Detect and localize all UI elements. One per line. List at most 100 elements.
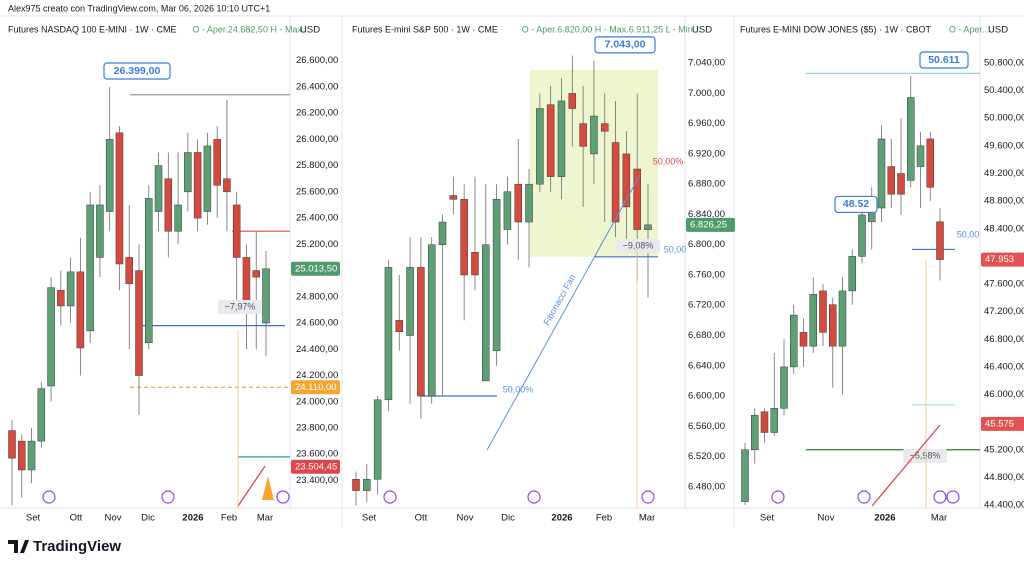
candle-body — [373, 399, 382, 480]
y-tick-label: 23.600,00 — [296, 449, 338, 460]
candle-body — [213, 139, 221, 186]
currency: USD — [988, 25, 1008, 36]
candle-body — [460, 199, 468, 276]
x-tick-label: Ott — [415, 513, 428, 524]
x-tick-label: Feb — [596, 513, 612, 524]
candle-body — [503, 191, 512, 230]
candle-body — [66, 271, 75, 307]
x-tick-label: 2026 — [182, 513, 203, 524]
logo — [8, 540, 29, 553]
annotation: −9,08% — [623, 240, 654, 250]
x-tick-label: Mar — [639, 513, 655, 524]
candle-body — [770, 408, 778, 433]
candle-body — [86, 204, 94, 332]
candle-body — [18, 440, 26, 471]
x-tick-label: Nov — [457, 513, 474, 524]
price-tag — [291, 459, 340, 474]
y-tick-label: 24.600,00 — [296, 318, 338, 329]
candle-body — [47, 287, 55, 387]
price-callout-label: 26.399,00 — [114, 65, 161, 77]
annotation: 50,00% — [503, 384, 534, 394]
candle-body — [262, 268, 270, 324]
annotation: −5,98% — [910, 450, 941, 460]
currency: USD — [692, 25, 712, 36]
candle-body — [514, 183, 522, 223]
x-tick-label: Feb — [221, 513, 237, 524]
candle-body — [907, 97, 915, 181]
candle-body — [37, 388, 46, 442]
x-tick-label: Nov — [105, 513, 122, 524]
y-tick-label: 6.680,00 — [688, 330, 725, 341]
annotation: 50,00 — [664, 244, 687, 254]
price-tag-label: 23.504,45 — [295, 461, 337, 472]
y-tick-label: 50.400,00 — [984, 85, 1024, 96]
currency: USD — [300, 25, 320, 36]
y-tick-label: 50.800,00 — [984, 57, 1024, 68]
annotation: 50,00% — [653, 156, 684, 166]
y-tick-label: 50.000,00 — [984, 113, 1024, 124]
pane-title: Futures NASDAQ 100 E-MINI · 1W · CME — [8, 24, 177, 34]
price-tag — [981, 416, 1024, 431]
candle-body — [557, 100, 566, 177]
plot-area — [741, 72, 980, 506]
y-tick-label: 24.200,00 — [296, 370, 338, 381]
y-tick-label: 46.400,00 — [984, 361, 1024, 372]
candle-body — [799, 332, 808, 347]
annotation-box — [903, 449, 947, 463]
candle-body — [363, 478, 371, 491]
y-tick-label: 6.520,00 — [688, 451, 725, 462]
y-tick-label: 26.600,00 — [296, 55, 338, 66]
candle-body — [848, 256, 856, 292]
price-callout-label: 7.043,00 — [605, 39, 646, 51]
price-tag-label: 24.110,00 — [295, 382, 337, 393]
y-tick-label: 25.800,00 — [296, 160, 338, 171]
candle-body — [96, 204, 104, 258]
y-tick-label: 25.600,00 — [296, 186, 338, 197]
candle-body — [622, 153, 631, 208]
candle-body — [600, 123, 609, 132]
candle-body — [164, 178, 173, 232]
event-icons — [42, 490, 960, 504]
candle-body — [57, 289, 65, 307]
y-tick-label: 6.960,00 — [688, 118, 725, 129]
candle-body — [174, 204, 182, 232]
candle-body — [897, 173, 905, 195]
y-tick-label: 49.600,00 — [984, 140, 1024, 151]
candle-body — [887, 166, 895, 195]
candle-body — [751, 414, 759, 451]
candle-body — [916, 145, 925, 167]
candle-body — [352, 478, 360, 491]
candle-body — [449, 195, 458, 200]
annotation-box — [218, 300, 262, 314]
price-tag-label: 6.826,25 — [690, 219, 727, 230]
candle-body — [568, 93, 577, 109]
candle-body — [125, 257, 133, 284]
candle-body — [438, 221, 447, 245]
candle-body — [590, 115, 598, 155]
x-tick-label: 2026 — [551, 513, 572, 524]
candle-body — [471, 252, 479, 276]
y-tick-label: 26.200,00 — [296, 108, 338, 119]
candle-body — [482, 244, 490, 382]
price-callout — [834, 195, 878, 214]
y-tick-label: 26.400,00 — [296, 81, 338, 92]
y-tick-label: 24.000,00 — [296, 396, 338, 407]
y-tick-label: 7.000,00 — [688, 88, 725, 99]
candle-body — [829, 304, 837, 347]
candle-body — [546, 104, 555, 177]
candle-body — [858, 214, 866, 257]
x-tick-label: Set — [362, 513, 377, 524]
candle-body — [193, 152, 202, 219]
price-callout — [103, 62, 171, 80]
y-tick-label: 6.560,00 — [688, 421, 725, 432]
annotation-box — [616, 239, 660, 253]
y-tick-label: 6.600,00 — [688, 391, 725, 402]
candle-body — [154, 165, 163, 212]
x-tick-label: Nov — [818, 513, 835, 524]
y-tick-label: 46.000,00 — [984, 389, 1024, 400]
pane-ohlc: O - Aper.24.682,50 H - Max... — [192, 24, 309, 34]
y-tick-label: 23.400,00 — [296, 475, 338, 486]
y-tick-label: 23.800,00 — [296, 422, 338, 433]
candle-body — [525, 183, 533, 223]
candle-body — [877, 138, 886, 209]
